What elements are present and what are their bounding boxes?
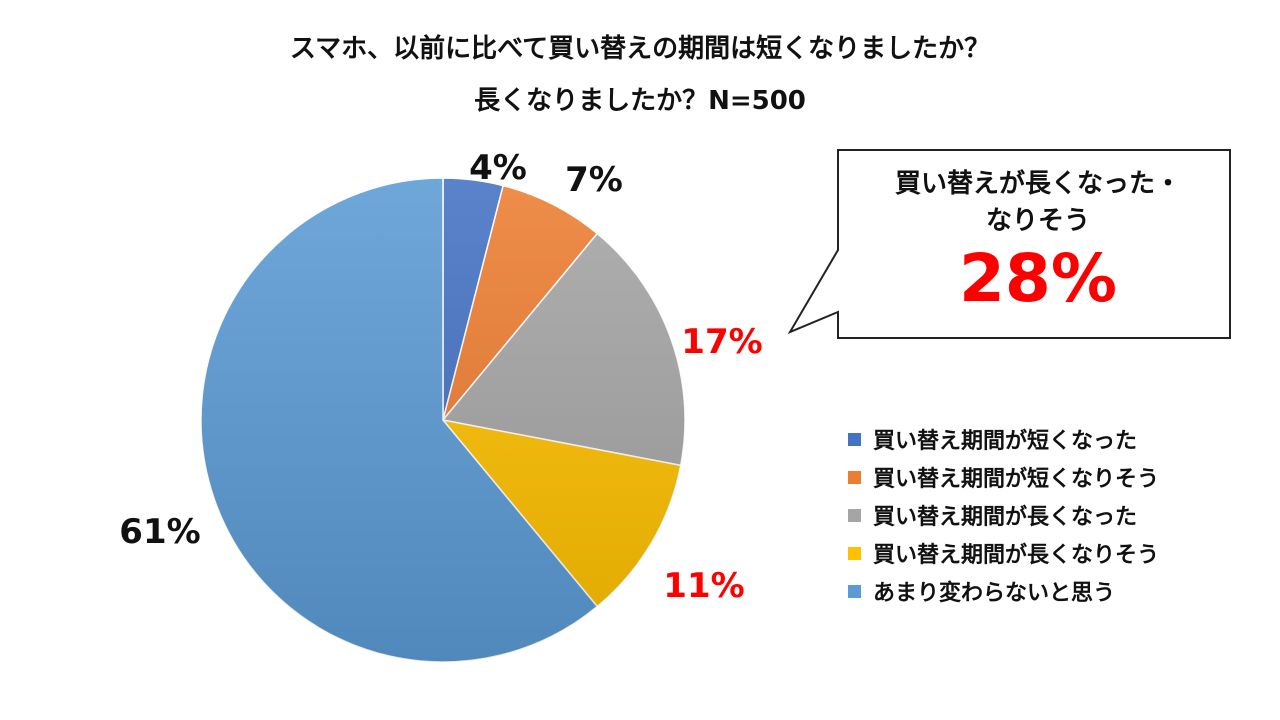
legend-label: 買い替え期間が短くなりそう	[873, 467, 1160, 492]
legend-item-long-likely: 買い替え期間が長くなりそう	[848, 534, 1159, 572]
legend-swatch	[848, 508, 861, 522]
callout-line1: 買い替えが長くなった・	[894, 169, 1181, 199]
legend-item-no-change: あまり変わらないと思う	[848, 572, 1159, 610]
chart-legend: 買い替え期間が短くなった 買い替え期間が短くなりそう 買い替え期間が長くなった 買い替…	[848, 420, 1159, 610]
callout-bubble	[787, 149, 1231, 339]
legend-item-short-done: 買い替え期間が短くなった	[848, 420, 1159, 458]
pie-shading	[201, 178, 685, 662]
legend-label: あまり変わらないと思う	[873, 581, 1116, 606]
legend-label: 買い替え期間が短くなった	[873, 429, 1138, 454]
legend-swatch	[848, 432, 861, 446]
data-label-short-done: 4%	[469, 148, 527, 188]
legend-label: 買い替え期間が長くなりそう	[873, 543, 1160, 568]
legend-item-long-done: 買い替え期間が長くなった	[848, 496, 1159, 534]
chart-title-line1: スマホ、以前に比べて買い替えの期間は短くなりましたか？	[289, 34, 991, 64]
callout-value: 28%	[959, 240, 1117, 317]
data-label-no-change: 61%	[119, 512, 201, 552]
chart-title-line2: 長くなりましたか？N=500	[474, 86, 806, 116]
legend-swatch	[848, 584, 861, 598]
legend-swatch	[848, 546, 861, 560]
legend-swatch	[848, 470, 861, 484]
data-label-long-likely: 11%	[663, 566, 745, 606]
callout-line2: なりそう	[985, 206, 1090, 236]
data-label-long-done: 17%	[681, 322, 763, 362]
legend-item-short-likely: 買い替え期間が短くなりそう	[848, 458, 1159, 496]
legend-label: 買い替え期間が長くなった	[873, 505, 1138, 530]
data-label-short-likely: 7%	[565, 160, 623, 200]
